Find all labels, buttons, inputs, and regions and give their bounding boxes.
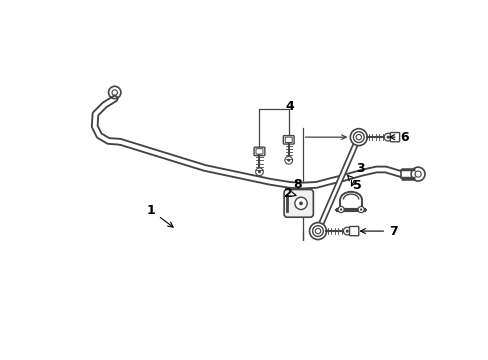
FancyBboxPatch shape: [389, 132, 399, 142]
Circle shape: [355, 134, 361, 140]
Text: 2: 2: [283, 187, 295, 200]
Text: 5: 5: [347, 175, 361, 192]
Circle shape: [353, 132, 364, 143]
Circle shape: [349, 129, 366, 145]
Text: 8: 8: [292, 177, 301, 190]
Circle shape: [299, 202, 303, 205]
Circle shape: [339, 208, 342, 211]
Circle shape: [384, 133, 391, 141]
Text: 1: 1: [146, 204, 173, 227]
FancyBboxPatch shape: [254, 147, 264, 156]
FancyBboxPatch shape: [349, 226, 358, 236]
Circle shape: [255, 168, 263, 176]
FancyBboxPatch shape: [283, 136, 293, 144]
Circle shape: [337, 206, 344, 213]
Circle shape: [285, 156, 292, 164]
Text: 7: 7: [360, 225, 397, 238]
Circle shape: [357, 206, 364, 213]
Circle shape: [309, 222, 326, 239]
Circle shape: [359, 208, 362, 211]
Circle shape: [315, 228, 320, 234]
Text: 3: 3: [351, 162, 364, 186]
Circle shape: [312, 226, 323, 237]
Text: 6: 6: [389, 131, 408, 144]
Circle shape: [345, 230, 348, 233]
Circle shape: [257, 170, 261, 173]
Circle shape: [286, 159, 290, 162]
Circle shape: [343, 227, 350, 235]
FancyBboxPatch shape: [284, 189, 313, 217]
Text: 4: 4: [285, 100, 293, 113]
Circle shape: [386, 136, 389, 139]
Circle shape: [294, 197, 306, 210]
